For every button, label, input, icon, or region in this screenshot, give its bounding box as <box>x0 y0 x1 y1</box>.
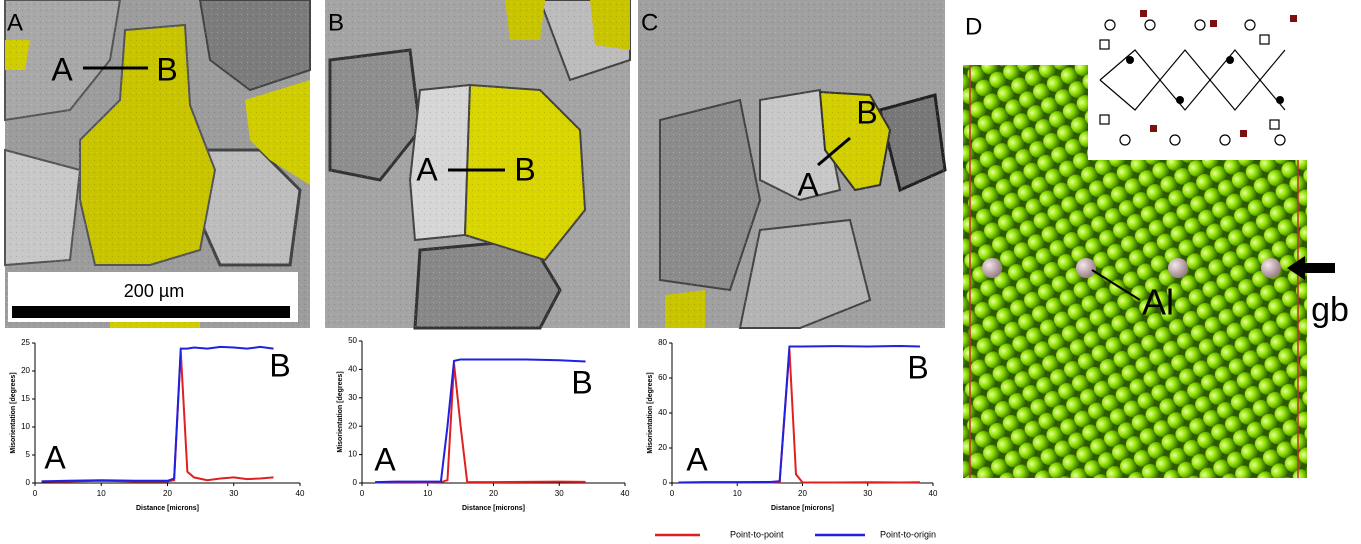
y-axis-label: Misorientation [degrees] <box>337 371 344 452</box>
y-tick-label: 10 <box>21 422 30 431</box>
scale-bar-label: 200 µm <box>124 281 184 301</box>
point-label: B <box>907 349 928 385</box>
data-line <box>375 364 585 483</box>
x-axis-label: Distance [microns] <box>136 505 199 512</box>
point-label: A <box>416 151 438 187</box>
panel-label: B <box>328 9 344 36</box>
micrograph-a: 200 µm A B A <box>5 0 310 328</box>
point-label: B <box>156 51 177 87</box>
point-label: B <box>571 364 592 400</box>
y-tick-label: 5 <box>26 450 31 459</box>
x-tick-label: 10 <box>97 489 106 498</box>
x-tick-label: 20 <box>163 489 172 498</box>
x-tick-label: 30 <box>229 489 238 498</box>
panel-label: C <box>641 9 658 36</box>
x-tick-label: 10 <box>733 489 742 498</box>
x-tick-label: 0 <box>670 489 675 498</box>
y-tick-label: 20 <box>658 443 667 452</box>
y-tick-label: 25 <box>21 338 30 347</box>
data-line <box>42 351 274 481</box>
y-tick-label: 40 <box>658 408 667 417</box>
data-line <box>375 359 585 482</box>
y-tick-label: 60 <box>658 373 667 382</box>
x-tick-label: 0 <box>360 489 365 498</box>
gb-label: gb <box>1311 291 1349 329</box>
point-label: A <box>686 441 708 477</box>
legend-label: Point-to-origin <box>880 529 936 539</box>
data-line <box>42 347 274 481</box>
y-tick-label: 50 <box>348 336 357 345</box>
panel-label: A <box>7 9 23 36</box>
figure: 200 µm A B A A B B A B C <box>0 0 1361 544</box>
y-tick-label: 15 <box>21 394 30 403</box>
y-tick-label: 0 <box>353 478 358 487</box>
x-tick-label: 30 <box>555 489 564 498</box>
x-tick-label: 40 <box>296 489 305 498</box>
legend-label: Point-to-point <box>730 529 784 539</box>
y-tick-label: 20 <box>348 421 357 430</box>
y-tick-label: 30 <box>348 393 357 402</box>
y-axis-label: Misorientation [degrees] <box>10 372 17 453</box>
micrograph-b: A B B <box>325 0 630 328</box>
y-tick-label: 20 <box>21 366 30 375</box>
x-tick-label: 40 <box>929 489 938 498</box>
y-tick-label: 0 <box>663 478 668 487</box>
y-tick-label: 0 <box>26 478 31 487</box>
x-axis-label: Distance [microns] <box>462 505 525 512</box>
x-tick-label: 40 <box>621 489 630 498</box>
atom-label: Al <box>1142 282 1174 323</box>
point-label: A <box>51 51 73 87</box>
y-tick-label: 10 <box>348 450 357 459</box>
x-tick-label: 0 <box>33 489 38 498</box>
point-label: B <box>514 151 535 187</box>
point-label: B <box>269 347 290 383</box>
point-label: A <box>797 166 819 202</box>
micrograph-c: A B C <box>638 0 945 328</box>
x-tick-label: 20 <box>798 489 807 498</box>
x-tick-label: 10 <box>423 489 432 498</box>
panel-label: D <box>965 13 982 40</box>
x-axis-label: Distance [microns] <box>771 505 834 512</box>
data-line <box>679 350 920 483</box>
x-tick-label: 30 <box>863 489 872 498</box>
x-tick-label: 20 <box>489 489 498 498</box>
data-line <box>679 346 920 483</box>
y-axis-label: Misorientation [degrees] <box>647 372 654 453</box>
point-label: A <box>374 441 396 477</box>
y-tick-label: 40 <box>348 365 357 374</box>
point-label: B <box>856 94 877 130</box>
atomistic-model: Al gb D <box>963 0 1349 478</box>
point-label: A <box>44 439 66 475</box>
y-tick-label: 80 <box>658 338 667 347</box>
